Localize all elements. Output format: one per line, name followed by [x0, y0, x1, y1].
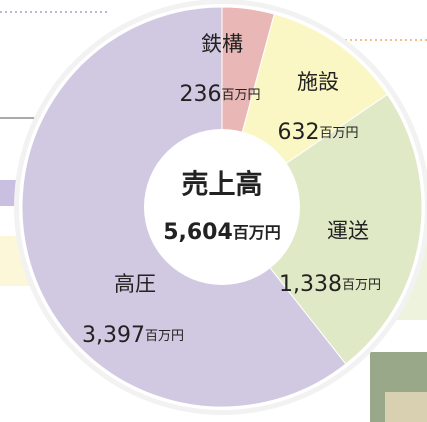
chart: 売上高5,604百万円鉄構236百万円施設632百万円運送1,338百万円高圧3… [0, 0, 427, 422]
segment-name: 高圧 [114, 272, 156, 296]
segment-name: 施設 [297, 70, 339, 94]
total-label: 5,604百万円 [163, 220, 281, 245]
segment-name: 運送 [327, 219, 369, 243]
center-label: 売上高 [182, 169, 263, 201]
donut-hole [144, 129, 300, 285]
segment-name: 鉄構 [201, 32, 243, 56]
